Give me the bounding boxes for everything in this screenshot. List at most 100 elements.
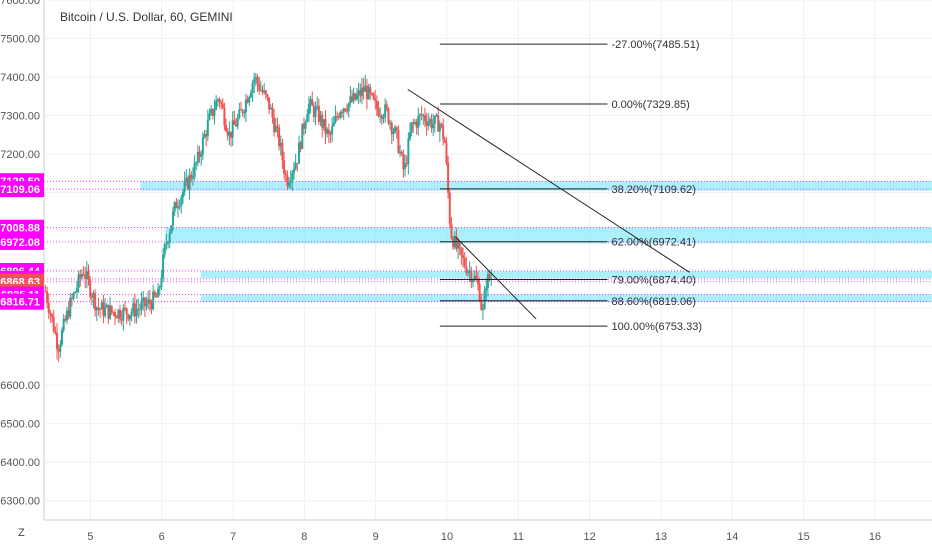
candle-body <box>289 180 292 183</box>
candle-body <box>364 85 367 92</box>
candle-body <box>413 121 416 124</box>
price-tag <box>0 293 44 310</box>
candle-body <box>105 304 108 308</box>
candle-body <box>379 115 382 117</box>
candle-body <box>427 121 430 126</box>
candle-body <box>365 85 368 100</box>
candle-body <box>428 119 431 122</box>
candle-body <box>72 292 75 299</box>
candle-body <box>410 122 413 133</box>
candle-body <box>397 129 400 153</box>
candle-body <box>346 110 349 112</box>
price-tag-label: 6972.08 <box>0 237 40 249</box>
candle-body <box>392 132 395 134</box>
candle-body <box>458 243 461 248</box>
candle-body <box>253 78 256 84</box>
zone-rect <box>200 271 932 279</box>
candle-body <box>100 302 103 310</box>
candle-body <box>218 99 221 103</box>
candle-body <box>158 286 161 289</box>
candle-body <box>241 110 244 114</box>
candle-body <box>372 93 375 99</box>
candle-body <box>188 174 191 190</box>
candle-body <box>65 310 68 321</box>
candle-body <box>193 162 196 178</box>
candle-body <box>122 307 125 321</box>
candle-body <box>92 293 95 298</box>
candle-body <box>302 123 305 129</box>
candle-body <box>268 97 271 110</box>
trendline <box>407 88 690 273</box>
candle-body <box>148 299 151 304</box>
time-tick-label: 16 <box>869 531 881 543</box>
candle-body <box>311 99 314 106</box>
candle-body <box>153 291 156 296</box>
price-tick-label: 7500.00 <box>0 34 40 46</box>
candle-body <box>347 102 350 112</box>
candle-body <box>130 312 133 316</box>
candle-body <box>85 271 88 279</box>
candle-body <box>70 297 73 299</box>
candle-body <box>205 134 208 137</box>
candle-body <box>114 312 117 317</box>
price-axis: 7600.00 7500.00 7400.00 7300.00 7200.00 6600.… <box>0 0 45 520</box>
zone-rect <box>140 181 932 191</box>
grid <box>44 0 932 520</box>
fib-level-label: 100.00%(6753.33) <box>611 321 702 333</box>
candle-body <box>357 90 360 95</box>
candle-body <box>52 317 55 332</box>
candle-body <box>150 303 153 310</box>
candle-body <box>135 309 138 317</box>
candle-body <box>412 122 415 124</box>
candle-body <box>221 103 224 108</box>
candle-body <box>455 236 458 249</box>
candle-body <box>143 297 146 307</box>
candle-body <box>437 115 440 132</box>
candle-body <box>362 87 365 92</box>
candle-body <box>322 119 325 128</box>
candle-body <box>87 271 90 280</box>
price-tag <box>0 181 44 198</box>
candle-body <box>478 284 481 302</box>
candle-body <box>46 291 49 303</box>
candle-body <box>400 151 403 155</box>
candle-body <box>190 174 193 179</box>
candle-body <box>485 288 488 291</box>
candle-body <box>278 127 281 147</box>
candle-body <box>235 124 238 127</box>
candle-body <box>231 120 234 138</box>
candle-body <box>438 123 441 132</box>
time-tick-label: 9 <box>373 531 379 543</box>
candle-body <box>102 302 105 316</box>
candle-body <box>321 114 324 128</box>
candle-body <box>157 288 160 298</box>
candle-body <box>405 163 408 165</box>
candle-body <box>57 349 60 352</box>
candle-body <box>233 120 236 125</box>
candle-body <box>200 154 203 157</box>
candle-body <box>349 96 352 103</box>
candle-body <box>404 163 407 170</box>
candle-body <box>152 291 155 310</box>
time-tick-label: 15 <box>797 531 809 543</box>
price-tick-label: 6400.00 <box>0 457 40 469</box>
candle-body <box>67 310 70 317</box>
fib-level-label: 79.00%(6874.40) <box>611 274 695 286</box>
candle-body <box>440 123 443 126</box>
candle-body <box>210 108 213 114</box>
candle-body <box>339 112 342 118</box>
candle-body <box>463 257 466 267</box>
candle-body <box>269 107 272 110</box>
candle-body <box>274 126 277 132</box>
candle-body <box>239 109 242 111</box>
price-tag <box>0 233 44 250</box>
price-tick-label: 6500.00 <box>0 419 40 431</box>
candle-body <box>201 137 204 155</box>
candle-body <box>225 125 228 132</box>
candle-body <box>79 274 82 278</box>
candle-body <box>367 86 370 100</box>
candle-body <box>215 100 218 110</box>
candle-body <box>417 115 420 128</box>
axis-corner-label[interactable]: Z <box>18 527 25 539</box>
